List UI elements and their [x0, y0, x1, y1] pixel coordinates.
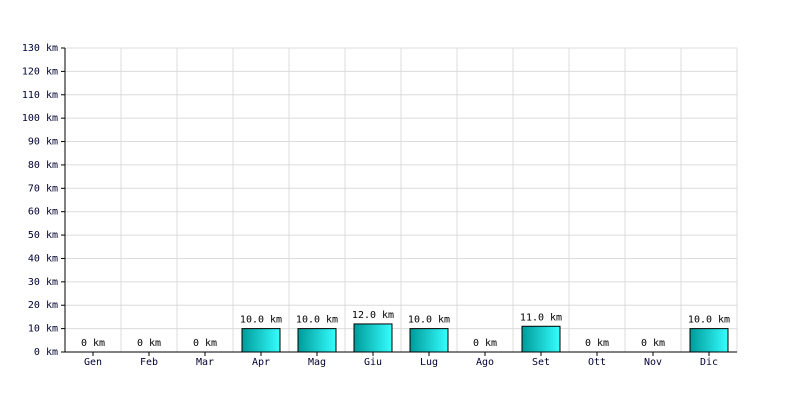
bar [409, 328, 449, 353]
x-tick-label: Dic [700, 357, 718, 368]
x-tick-label: Ott [588, 357, 606, 368]
value-label: 0 km [193, 338, 217, 349]
x-tick-label: Ago [476, 357, 494, 368]
x-tick-label: Mar [196, 357, 214, 368]
y-tick-label: 80 km [28, 160, 58, 171]
y-tick-label: 20 km [28, 300, 58, 311]
y-tick-label: 110 km [22, 90, 58, 101]
bar [353, 323, 393, 353]
bar [241, 328, 281, 353]
y-tick-label: 100 km [22, 113, 58, 124]
x-tick-label: Mag [308, 357, 326, 368]
x-tick-label: Feb [140, 357, 158, 368]
y-tick-label: 10 km [28, 324, 58, 335]
value-label: 0 km [137, 338, 161, 349]
value-label: 0 km [473, 338, 497, 349]
x-tick-label: Gen [84, 357, 102, 368]
x-tick-label: Giu [364, 357, 382, 368]
bar [689, 328, 729, 353]
value-label: 10.0 km [688, 315, 730, 326]
x-tick-label: Lug [420, 357, 438, 368]
value-label: 0 km [585, 338, 609, 349]
bar [521, 325, 561, 353]
y-tick-label: 60 km [28, 207, 58, 218]
value-label: 10.0 km [296, 315, 338, 326]
value-label: 0 km [81, 338, 105, 349]
y-tick-label: 120 km [22, 66, 58, 77]
value-label: 0 km [641, 338, 665, 349]
x-tick-label: Apr [252, 357, 270, 368]
y-tick-label: 130 km [22, 43, 58, 54]
value-label: 10.0 km [240, 315, 282, 326]
bar [297, 328, 337, 353]
y-tick-label: 50 km [28, 230, 58, 241]
y-tick-label: 90 km [28, 137, 58, 148]
y-tick-label: 0 km [34, 347, 58, 358]
y-tick-label: 30 km [28, 277, 58, 288]
value-label: 11.0 km [520, 312, 562, 323]
x-tick-label: Set [532, 357, 550, 368]
y-tick-label: 40 km [28, 253, 58, 264]
value-label: 12.0 km [352, 310, 394, 321]
y-tick-label: 70 km [28, 183, 58, 194]
value-label: 10.0 km [408, 315, 450, 326]
x-tick-label: Nov [644, 357, 662, 368]
